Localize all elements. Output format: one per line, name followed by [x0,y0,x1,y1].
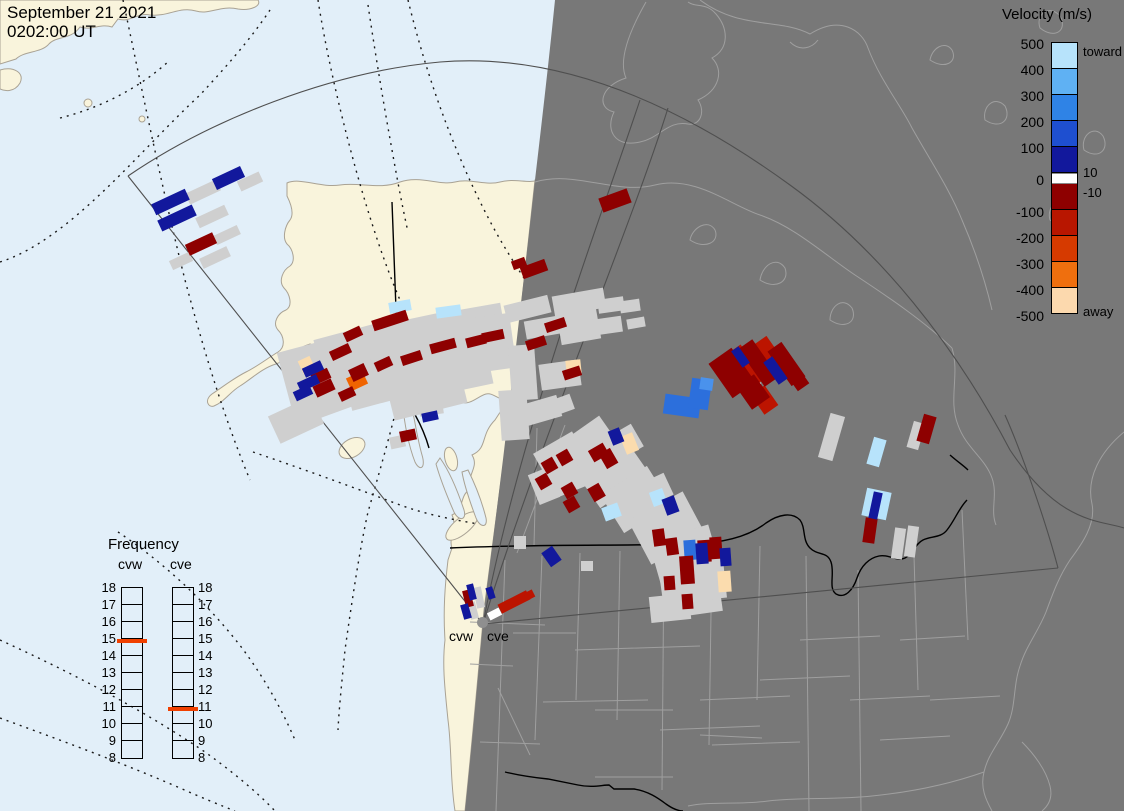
velocity-colorbar-segment [1052,121,1077,147]
velocity-colorbar-segment [1052,262,1077,288]
frequency-tick-label: 18 [101,580,116,595]
frequency-ladder-rung [122,588,142,605]
frequency-tick-label: 11 [102,699,117,714]
velocity-colorbar-segment [1052,288,1077,313]
velocity-colorbar-segment [1052,210,1077,236]
frequency-ladder-rung [173,724,193,741]
toward-label: toward [1083,44,1123,59]
velocity-tick-label: 400 [1020,62,1044,78]
frequency-ladder-rung [173,690,193,707]
frequency-tick-label: 10 [198,716,213,731]
frequency-ladder-rung [173,605,193,622]
time-label: 0202:00 UT [7,22,96,41]
frequency-tick-label: 13 [101,665,116,680]
frequency-ladder-rung [173,741,193,757]
radar-site-dot [477,617,488,628]
velocity-colorbar-segment [1052,69,1077,95]
frequency-marker-cvw [117,639,147,644]
frequency-ladder-rung [122,639,142,656]
velocity-colorbar-segment [1052,95,1077,121]
frequency-ladder-rung [122,605,142,622]
velocity-colorbar-segment [1052,184,1077,210]
freq-column-label-cvw: cvw [118,556,143,572]
fov-bottom-edge [482,567,1059,625]
frequency-tick-label: 13 [198,665,213,680]
frequency-ladder-cvw [121,587,143,759]
frequency-tick-label: 10 [101,716,116,731]
frequency-ladder-rung [122,724,142,741]
velocity-tick-label: 500 [1020,36,1044,52]
frequency-tick-label: 12 [198,682,213,697]
frequency-marker-cve [168,707,198,712]
frequency-ladder-rung [173,707,193,724]
date-label: September 21 2021 [7,3,157,22]
velocity-tick-label: 0 [1036,172,1044,188]
frequency-ladder-rung [173,622,193,639]
frequency-ladder-rung [122,656,142,673]
frequency-tick-label: 9 [108,733,116,748]
velocity-colorbar-segment [1052,236,1077,262]
frequency-tick-label: 14 [198,648,213,663]
frequency-ladder-rung [173,588,193,605]
frequency-ladder-rung [173,639,193,656]
timestamp-block: September 21 2021 0202:00 UT [7,3,156,41]
site-label-cve: cve [487,628,509,644]
velocity-zero-band [1052,173,1077,184]
velocity-tick-label: -200 [1015,230,1044,246]
frequency-tick-label: 17 [198,597,213,612]
velocity-tick-label: -100 [1015,204,1044,220]
away-label: away [1083,304,1114,319]
frequency-tick-label: 9 [198,733,206,748]
upper-threshold-label: 10 [1083,165,1098,180]
frequency-tick-label: 14 [101,648,116,663]
frequency-tick-label: 8 [108,750,116,765]
frequency-ladder-rung [173,673,193,690]
frequency-tick-label: 15 [198,631,213,646]
frequency-ladder-rung [122,622,142,639]
freq-column-label-cve: cve [170,556,192,572]
site-label-cvw: cvw [449,628,474,644]
velocity-legend: Velocity (m/s) 500 400 300 200 100 0 -100 -200 -… [988,2,1124,332]
velocity-tick-label: -300 [1015,256,1044,272]
velocity-colorbar-segment [1052,147,1077,173]
velocity-tick-label: -400 [1015,282,1044,298]
velocity-tick-label: 100 [1020,140,1044,156]
frequency-ladder-rung [122,673,142,690]
frequency-legend-title: Frequency [108,536,179,553]
velocity-tick-label: 300 [1020,88,1044,104]
frequency-tick-label: 15 [101,631,116,646]
fov-right-corner-edge [1004,414,1059,569]
velocity-colorbar [1051,42,1078,314]
frequency-ladder-rung [173,656,193,673]
frequency-tick-label: 8 [198,750,206,765]
frequency-legend: Frequency cvw cve 18 17 16 15 14 13 12 11 10 9 8 18… [86,536,236,776]
frequency-ladder-rung [122,707,142,724]
fov-outer-arc [127,60,1124,529]
lower-threshold-label: -10 [1083,185,1102,200]
frequency-ladder-cve [172,587,194,759]
frequency-tick-label: 12 [101,682,116,697]
frequency-ladder-rung [122,690,142,707]
frequency-tick-label: 16 [101,614,116,629]
frequency-tick-label: 16 [198,614,213,629]
frequency-tick-label: 17 [101,597,116,612]
velocity-legend-title: Velocity (m/s) [1002,6,1093,23]
velocity-tick-label: 200 [1020,114,1044,130]
velocity-colorbar-segment [1052,43,1077,69]
frequency-tick-label: 11 [198,699,212,714]
velocity-tick-label: -500 [1015,308,1044,324]
frequency-ladder-rung [122,741,142,757]
frequency-tick-label: 18 [198,580,213,595]
